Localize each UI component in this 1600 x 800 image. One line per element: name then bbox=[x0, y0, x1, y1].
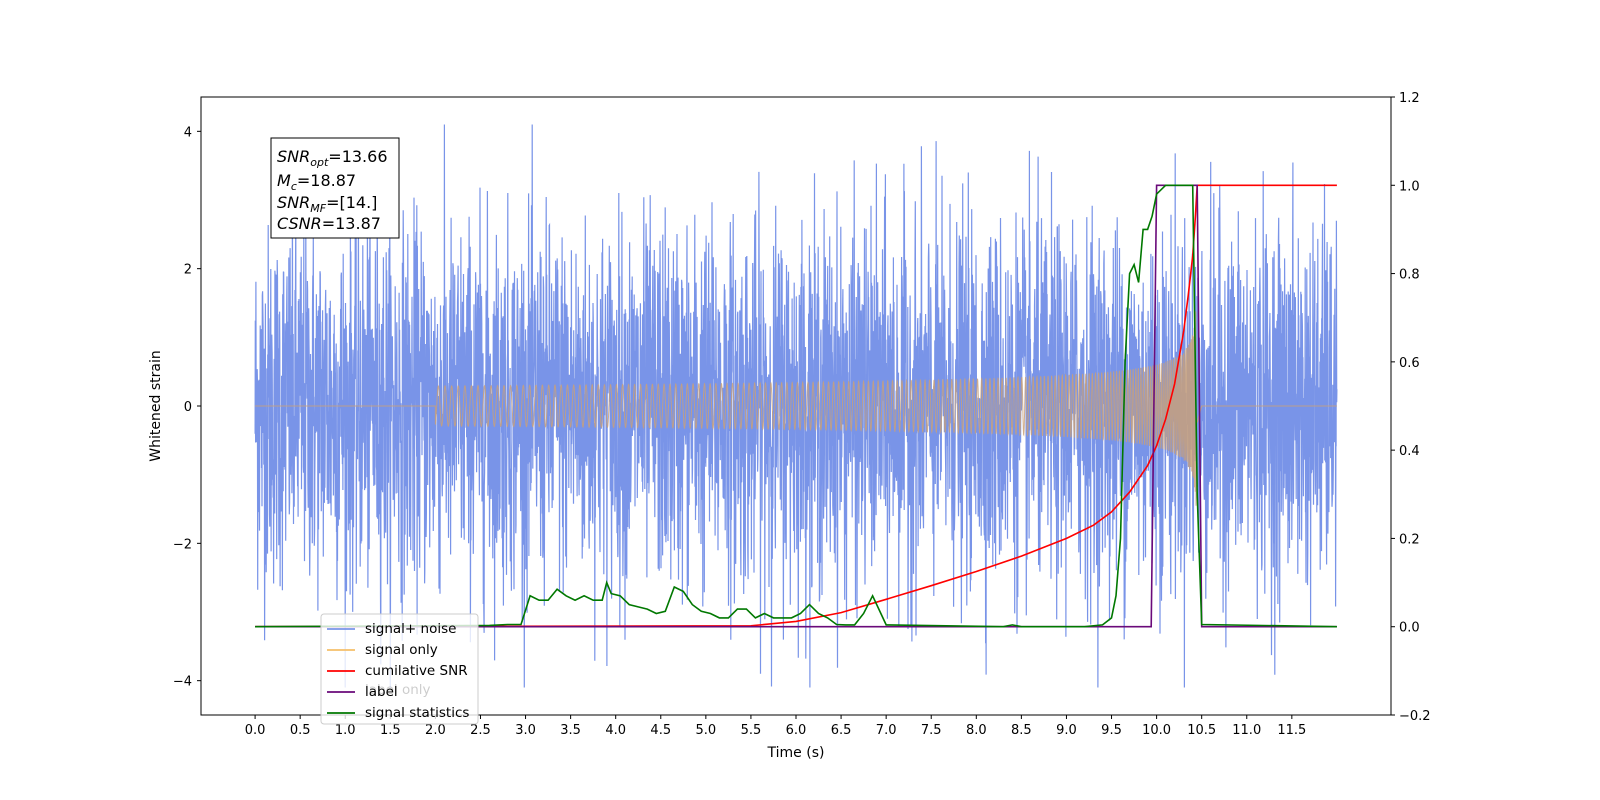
x-tick-label: 1.5 bbox=[380, 723, 401, 738]
annotation-line-4: CSNR=13.87 bbox=[277, 214, 381, 233]
x-tick-label: 4.0 bbox=[605, 723, 626, 738]
signal-only-series bbox=[255, 311, 1337, 506]
legend-label: signal only bbox=[365, 642, 438, 658]
x-tick-label: 3.5 bbox=[560, 723, 581, 738]
x-tick-label: 2.5 bbox=[470, 723, 491, 738]
y-tick-label: −4 bbox=[173, 675, 192, 690]
y2-tick-label: 0.0 bbox=[1399, 621, 1420, 636]
y2-tick-label: 0.6 bbox=[1399, 356, 1420, 371]
x-axis: 0.0 0.5 1.0 1.5 2.0 2.5 3.0 3.5 4.0 4.5 5.0 5.5 6.0 6… bbox=[245, 715, 1306, 738]
y2-tick-label: 0.4 bbox=[1399, 444, 1420, 459]
x-tick-label: 11.5 bbox=[1277, 723, 1306, 738]
y-tick-label: 2 bbox=[184, 263, 192, 278]
series-layer bbox=[254, 124, 1338, 688]
x-tick-label: 9.5 bbox=[1101, 723, 1122, 738]
y-axis-left: 4 2 0 −2 −4 bbox=[173, 125, 201, 690]
y2-tick-label: 0.2 bbox=[1399, 532, 1420, 547]
y-tick-label: 4 bbox=[184, 125, 192, 140]
legend-ghost-label: label only bbox=[365, 682, 431, 698]
annotation-line-3: SNRMF=[14.] bbox=[277, 193, 377, 215]
y-axis-right: 1.2 1.0 0.8 0.6 0.4 0.2 0.0 −0.2 bbox=[1391, 91, 1431, 724]
x-tick-label: 4.5 bbox=[650, 723, 671, 738]
y-tick-label: 0 bbox=[184, 400, 192, 415]
annotation-box: SNRopt=13.66 Mc=18.87 SNRMF=[14.] CSNR=1… bbox=[270, 137, 400, 239]
y-tick-label: −2 bbox=[173, 537, 192, 552]
x-axis-label: Time (s) bbox=[767, 745, 825, 761]
signal-statistics-series bbox=[255, 184, 1337, 628]
legend-label: signal statistics bbox=[365, 705, 469, 721]
legend-frame bbox=[320, 613, 479, 725]
annotation-line-2: Mc=18.87 bbox=[277, 171, 356, 193]
legend-label: cumilative SNR bbox=[365, 663, 468, 679]
x-tick-label: 9.0 bbox=[1056, 723, 1077, 738]
y2-tick-label: −0.2 bbox=[1399, 709, 1431, 724]
x-tick-label: 6.0 bbox=[786, 723, 807, 738]
y2-tick-label: 1.2 bbox=[1399, 91, 1420, 106]
x-tick-label: 1.0 bbox=[335, 723, 356, 738]
x-tick-label: 7.5 bbox=[921, 723, 942, 738]
x-tick-label: 2.0 bbox=[425, 723, 446, 738]
x-tick-label: 5.0 bbox=[696, 723, 717, 738]
x-tick-label: 0.5 bbox=[290, 723, 311, 738]
x-tick-label: 5.5 bbox=[741, 723, 762, 738]
annotation-frame bbox=[270, 137, 400, 239]
legend-label: signal+ noise bbox=[365, 621, 456, 637]
legend-label: label bbox=[365, 684, 398, 700]
x-tick-label: 8.0 bbox=[966, 723, 987, 738]
x-tick-label: 6.5 bbox=[831, 723, 852, 738]
x-tick-label: 7.0 bbox=[876, 723, 897, 738]
x-tick-label: 10.0 bbox=[1142, 723, 1171, 738]
x-tick-label: 10.5 bbox=[1187, 723, 1216, 738]
y2-tick-label: 0.8 bbox=[1399, 268, 1420, 283]
cumulative-snr-series bbox=[255, 184, 1337, 628]
x-tick-label: 3.0 bbox=[515, 723, 536, 738]
y-axis-label: Whitened strain bbox=[148, 350, 164, 461]
annotation-line-1: SNRopt=13.66 bbox=[277, 147, 388, 169]
x-tick-label: 11.0 bbox=[1232, 723, 1261, 738]
legend: label only signal+ noise signal only cumil… bbox=[320, 613, 479, 725]
x-tick-label: 0.0 bbox=[245, 723, 266, 738]
y2-tick-label: 1.0 bbox=[1399, 179, 1420, 194]
x-tick-label: 8.5 bbox=[1011, 723, 1032, 738]
